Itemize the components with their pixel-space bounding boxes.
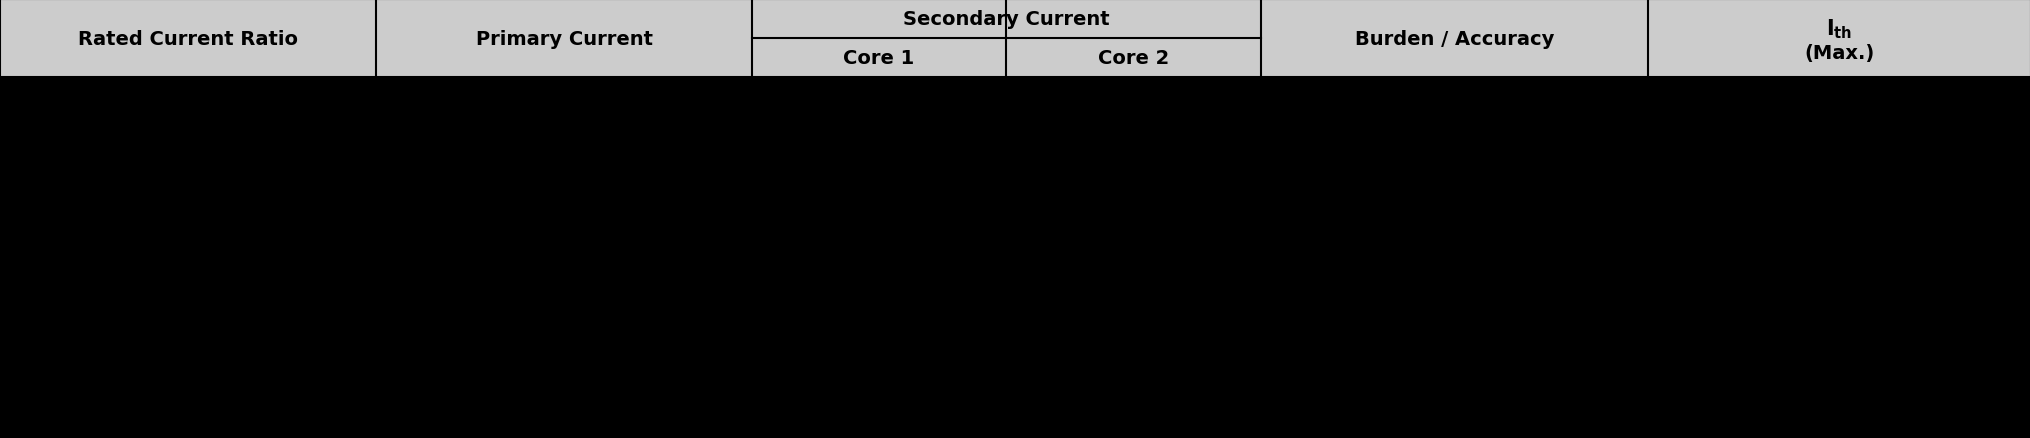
Text: (Max.): (Max.): [1803, 43, 1874, 62]
Text: Core 1: Core 1: [842, 49, 914, 68]
Text: Primary Current: Primary Current: [475, 29, 652, 48]
Text: Burden / Accuracy: Burden / Accuracy: [1354, 29, 1553, 48]
Text: Rated Current Ratio: Rated Current Ratio: [77, 29, 298, 48]
Bar: [0, 78, 2030, 438]
Text: Secondary Current: Secondary Current: [903, 10, 1108, 29]
Bar: [0, 0, 2030, 78]
Text: $\mathbf{I}_{\mathbf{th}}$: $\mathbf{I}_{\mathbf{th}}$: [1825, 17, 1851, 41]
Text: Core 2: Core 2: [1098, 49, 1169, 68]
